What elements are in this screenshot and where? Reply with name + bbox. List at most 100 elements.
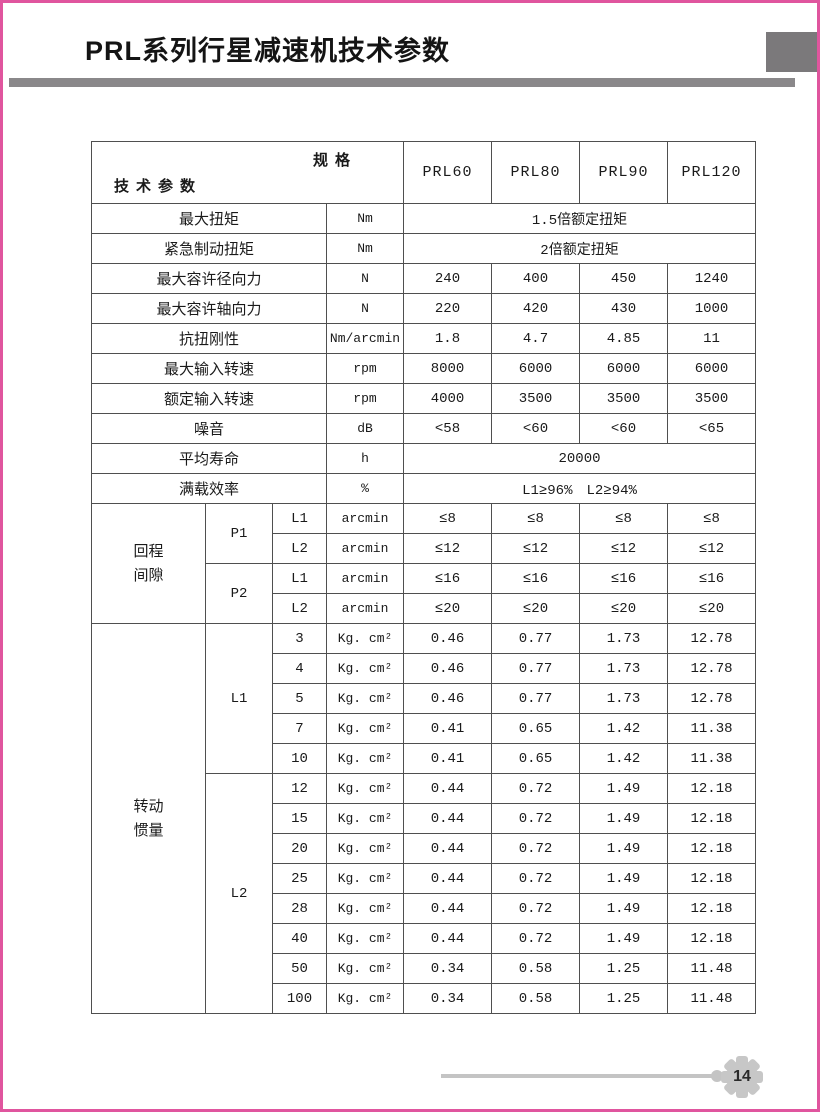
value-cell-PRL60: 0.41	[403, 713, 492, 744]
value-cell-PRL80: 0.77	[491, 623, 580, 654]
value-cell-PRL80: 0.58	[491, 983, 580, 1014]
value-cell-PRL120: 1000	[667, 293, 756, 324]
section-label-backlash: 回程间隙	[91, 503, 206, 624]
value-cell-PRL60: 0.41	[403, 743, 492, 774]
unit-cell: Kg. cm²	[326, 803, 404, 834]
value-cell-PRL90: 1.49	[579, 863, 668, 894]
value-cell-PRL80: 4.7	[491, 323, 580, 354]
value-cell-PRL90: 1.49	[579, 833, 668, 864]
ratio-cell: 4	[272, 653, 327, 684]
value-cell-PRL60: 0.46	[403, 623, 492, 654]
table-row: 满载效率% L1≥96% L2≥94%	[91, 473, 756, 504]
ratio-cell: 7	[272, 713, 327, 744]
value-cell-PRL60: 220	[403, 293, 492, 324]
value-cell-PRL120: 11.38	[667, 713, 756, 744]
value-cell-PRL60: 0.44	[403, 863, 492, 894]
value-cell-PRL80: 0.72	[491, 773, 580, 804]
param-label: 噪音	[91, 413, 327, 444]
value-cell-PRL90: 1.73	[579, 683, 668, 714]
title-underline-bar	[9, 78, 795, 87]
value-cell-span: L1≥96% L2≥94%	[403, 473, 756, 504]
value-cell-PRL80: 0.72	[491, 833, 580, 864]
unit-cell: h	[326, 443, 404, 474]
column-header-prl60: PRL60	[403, 141, 492, 204]
ratio-cell: 12	[272, 773, 327, 804]
param-label: 最大扭矩	[91, 203, 327, 234]
value-cell-PRL120: 11	[667, 323, 756, 354]
value-cell-PRL120: 12.18	[667, 773, 756, 804]
unit-cell: Kg. cm²	[326, 773, 404, 804]
unit-cell: Kg. cm²	[326, 623, 404, 654]
value-cell-PRL120: 12.18	[667, 923, 756, 954]
precision-class-cell: P2	[205, 563, 273, 624]
value-cell-PRL60: 0.46	[403, 683, 492, 714]
unit-cell: %	[326, 473, 404, 504]
value-cell-PRL80: 0.65	[491, 713, 580, 744]
stage-group-cell: L1	[205, 623, 273, 774]
param-label: 满载效率	[91, 473, 327, 504]
table-row: 噪音 dB <58 <60 <60 <65	[91, 413, 756, 444]
spec-table-body: 最大扭矩 Nm 1.5倍额定扭矩 紧急制动扭矩 Nm 2倍额定扭矩 最大容许径向力 N 240 4…	[91, 203, 756, 1014]
ratio-cell: 15	[272, 803, 327, 834]
value-cell-PRL120: ≤8	[667, 503, 756, 534]
table-row: 最大容许轴向力 N 220 420 430 1000	[91, 293, 756, 324]
value-cell-PRL90: 430	[579, 293, 668, 324]
value-cell-PRL60: <58	[403, 413, 492, 444]
column-header-prl80: PRL80	[491, 141, 580, 204]
section-label-backlash-text: 回程间隙	[133, 542, 164, 584]
param-label: 抗扭刚性	[91, 323, 327, 354]
ratio-cell: 100	[272, 983, 327, 1014]
value-cell-PRL60: 1.8	[403, 323, 492, 354]
table-row: 最大容许径向力 N 240 400 450 1240	[91, 263, 756, 294]
value-cell-PRL120: 12.18	[667, 803, 756, 834]
value-cell-PRL60: 0.44	[403, 773, 492, 804]
value-cell-span: 1.5倍额定扭矩	[403, 203, 756, 234]
value-cell-PRL80: ≤12	[491, 533, 580, 564]
value-cell-PRL120: <65	[667, 413, 756, 444]
value-cell-span: 2倍额定扭矩	[403, 233, 756, 264]
value-cell-PRL80: 0.77	[491, 653, 580, 684]
value-cell-PRL120: 12.78	[667, 653, 756, 684]
value-cell-PRL60: 0.44	[403, 803, 492, 834]
table-row: 40 Kg. cm² 0.44 0.72 1.49 12.18	[92, 923, 756, 954]
corner-label-spec: 规格	[312, 152, 357, 169]
table-row: 额定输入转速 rpm 4000 3500 3500 3500	[91, 383, 756, 414]
value-cell-PRL80: ≤16	[491, 563, 580, 594]
value-cell-PRL120: 12.78	[667, 623, 756, 654]
ratio-cell: 20	[272, 833, 327, 864]
unit-cell: Kg. cm²	[326, 923, 404, 954]
unit-cell: Kg. cm²	[326, 833, 404, 864]
value-cell-PRL120: 12.18	[667, 863, 756, 894]
unit-cell: rpm	[326, 353, 404, 384]
table-row: L2 arcmin ≤20 ≤20 ≤20 ≤20	[92, 593, 756, 624]
unit-cell: Kg. cm²	[326, 653, 404, 684]
ratio-cell: 10	[272, 743, 327, 774]
spec-table: 规格 技术参数 PRL60 PRL80 PRL90 PRL120 最大扭矩 Nm 1…	[91, 141, 756, 1014]
ratio-cell: 25	[272, 863, 327, 894]
value-cell-PRL60: 0.34	[403, 983, 492, 1014]
table-row: 10 Kg. cm² 0.41 0.65 1.42 11.38	[92, 743, 756, 774]
column-header-prl120: PRL120	[667, 141, 756, 204]
param-label: 最大容许轴向力	[91, 293, 327, 324]
value-cell-PRL90: 3500	[579, 383, 668, 414]
value-cell-PRL120: 12.78	[667, 683, 756, 714]
value-cell-PRL90: 1.49	[579, 893, 668, 924]
ratio-cell: 3	[272, 623, 327, 654]
value-cell-PRL90: 1.42	[579, 743, 668, 774]
value-cell-PRL60: 0.44	[403, 923, 492, 954]
value-cell-PRL90: <60	[579, 413, 668, 444]
value-cell-PRL90: 1.25	[579, 983, 668, 1014]
value-cell-PRL120: 11.38	[667, 743, 756, 774]
value-cell-PRL80: 0.65	[491, 743, 580, 774]
unit-cell: Kg. cm²	[326, 863, 404, 894]
param-label: 最大容许径向力	[91, 263, 327, 294]
value-cell-PRL60: 0.34	[403, 953, 492, 984]
value-cell-PRL80: <60	[491, 413, 580, 444]
unit-cell: N	[326, 293, 404, 324]
corner-accent-block	[766, 32, 817, 72]
unit-cell: dB	[326, 413, 404, 444]
value-cell-PRL90: 6000	[579, 353, 668, 384]
footer-dot	[711, 1070, 723, 1082]
value-cell-PRL80: 0.58	[491, 953, 580, 984]
unit-cell: arcmin	[326, 503, 404, 534]
